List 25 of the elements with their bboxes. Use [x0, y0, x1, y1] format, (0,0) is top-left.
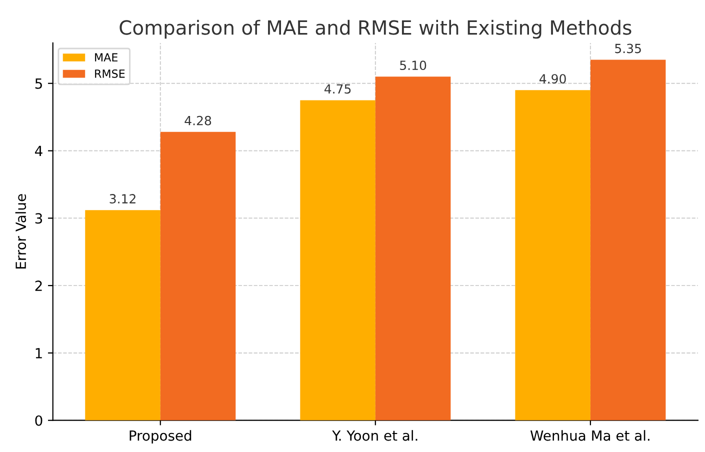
y-tick-label: 0 [35, 415, 42, 426]
text: 4.28 [184, 116, 212, 126]
legend-label: RMSE [95, 69, 125, 78]
chart-title: Comparison of MAE and RMSE with Existing Methods [120, 20, 632, 39]
y-tick-label: 3 [35, 213, 42, 224]
text: 4.75 [324, 84, 351, 94]
bar [515, 90, 590, 420]
text: 4.90 [540, 74, 566, 84]
y-tick-label: 2 [35, 280, 42, 291]
y-tick-label: 5 [35, 78, 42, 89]
text: 5.10 [400, 60, 426, 70]
bar [300, 100, 376, 420]
text: 5.35 [615, 44, 641, 54]
x-tick-label: Y. Yoon et al. [332, 430, 418, 441]
x-tick-label: Wenhua Ma et al. [530, 430, 650, 441]
y-tick-label: 1 [36, 348, 42, 358]
bar [160, 132, 236, 420]
x-tick-label: Proposed [130, 430, 192, 444]
legend-label: MAE [95, 53, 118, 62]
bar [590, 60, 666, 420]
bar [375, 76, 451, 420]
text: 3.12 [110, 194, 136, 204]
y-tick-label: 4 [34, 146, 42, 156]
bar [85, 210, 160, 420]
y-axis-title: Error Value [15, 194, 26, 268]
